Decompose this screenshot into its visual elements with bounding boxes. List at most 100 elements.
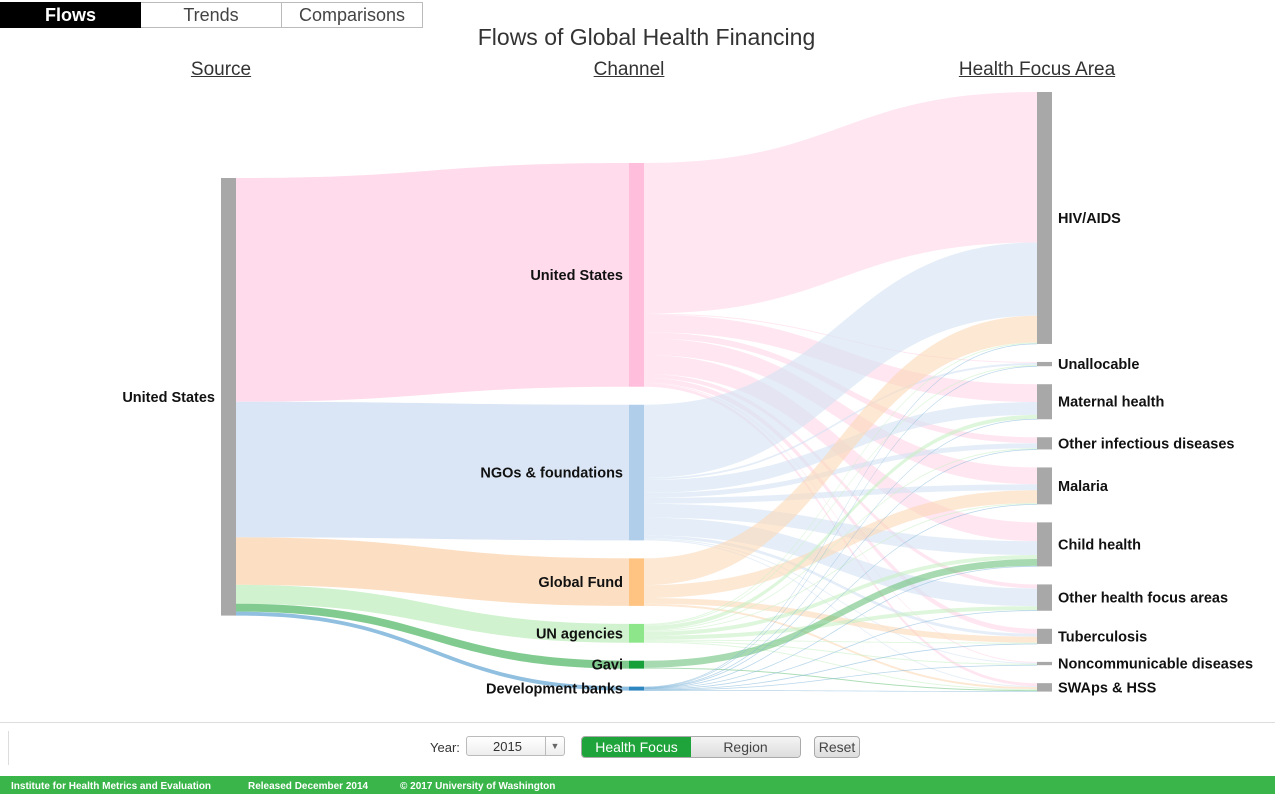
flow-link-un-agencies-to-tuberculosis <box>644 639 1037 644</box>
flow-link-gavi-to-child-health <box>644 558 1037 668</box>
flow-link-un-agencies-to-maternal-health <box>644 414 1037 630</box>
flow-nodes: United States United States NGOs & foundat… <box>122 92 1253 698</box>
flow-link-un-agencies-to-unallocable <box>644 364 1037 626</box>
footer-institute: Institute for Health Metrics and Evaluat… <box>11 781 212 792</box>
year-label: Year: <box>430 740 460 755</box>
view-tabs: Flows Trends Comparisons <box>0 2 423 28</box>
focus-label-noncommunicable-diseases: Noncommunicable diseases <box>1058 657 1253 673</box>
flow-link-global-fund-to-swaps-and-hss <box>644 603 1037 690</box>
flow-link-development-banks-to-noncommunicable-diseases <box>644 664 1037 691</box>
flow-link-united-states-to-united-states <box>236 163 629 402</box>
flow-link-global-fund-to-malaria <box>644 490 1037 598</box>
flow-link-ngos-and-foundations-to-noncommunicable-diseases <box>644 538 1037 664</box>
channel-node-united-states <box>629 163 644 387</box>
flow-link-united-states-to-other-health-focus-areas <box>644 373 1037 589</box>
divider <box>8 731 9 765</box>
channel-label-united-states: United States <box>530 268 623 284</box>
flow-link-united-states-to-malaria <box>644 338 1037 485</box>
source-column-header: Source <box>190 59 252 80</box>
chevron-down-icon: ▼ <box>545 737 564 755</box>
flow-link-development-banks-to-tuberculosis <box>644 643 1037 691</box>
year-value: 2015 <box>493 739 522 754</box>
channel-label-development-banks: Development banks <box>486 682 623 698</box>
source-label-united-states: United States <box>122 390 215 406</box>
channel-label-gavi: Gavi <box>592 658 623 674</box>
flow-link-united-states-to-global-fund <box>236 537 629 606</box>
health-focus-button[interactable]: Health Focus <box>582 737 691 757</box>
flow-link-development-banks-to-hiv-aids <box>644 343 1037 688</box>
tab-flows[interactable]: Flows <box>0 2 141 28</box>
focus-node-unallocable <box>1037 361 1052 367</box>
channel-label-global-fund: Global Fund <box>538 575 623 591</box>
flow-link-united-states-to-un-agencies <box>236 584 629 643</box>
flow-link-un-agencies-to-hiv-aids <box>644 342 1037 625</box>
focus-column-header: Health Focus Area <box>958 59 1116 80</box>
flow-link-ngos-and-foundations-to-hiv-aids <box>644 242 1037 478</box>
tab-comparisons[interactable]: Comparisons <box>282 2 423 28</box>
channel-node-ngos-and-foundations <box>629 404 644 541</box>
focus-label-other-infectious-diseases: Other infectious diseases <box>1058 436 1234 452</box>
flow-link-united-states-to-ngos-and-foundations <box>236 401 629 541</box>
flow-link-united-states-to-tuberculosis <box>644 377 1037 634</box>
flow-link-ngos-and-foundations-to-child-health <box>644 503 1037 556</box>
channel-node-development-banks <box>629 686 644 691</box>
flow-link-development-banks-to-unallocable <box>644 365 1037 688</box>
source-node-united-states <box>221 178 236 616</box>
focus-node-child-health <box>1037 522 1052 567</box>
sankey-chart: United States United States NGOs & foundat… <box>122 92 1253 698</box>
focus-node-tuberculosis <box>1037 628 1052 644</box>
flow-link-un-agencies-to-malaria <box>644 503 1037 632</box>
focus-label-swaps-and-hss: SWAps & HSS <box>1058 680 1157 696</box>
focus-label-maternal-health: Maternal health <box>1058 395 1164 411</box>
flow-link-ngos-and-foundations-to-malaria <box>644 484 1037 504</box>
flow-link-development-banks-to-other-infectious-diseases <box>644 449 1037 689</box>
flow-link-un-agencies-to-swaps-and-hss <box>644 641 1037 691</box>
flow-link-ngos-and-foundations-to-other-infectious-diseases <box>644 443 1037 498</box>
channel-node-gavi <box>629 660 644 669</box>
focus-label-child-health: Child health <box>1058 537 1141 553</box>
focus-label-malaria: Malaria <box>1058 479 1109 495</box>
flow-link-un-agencies-to-other-infectious-diseases <box>644 448 1037 631</box>
channel-column-header: Channel <box>593 59 665 80</box>
focus-label-tuberculosis: Tuberculosis <box>1058 629 1147 645</box>
flow-link-development-banks-to-swaps-and-hss <box>644 690 1037 692</box>
divider <box>0 722 1275 723</box>
footer: Institute for Health Metrics and Evaluat… <box>0 776 1275 794</box>
channel-label-un-agencies: UN agencies <box>536 626 623 642</box>
reset-button[interactable]: Reset <box>814 736 860 758</box>
flow-link-ngos-and-foundations-to-unallocable <box>644 362 1037 480</box>
flow-link-global-fund-to-hiv-aids <box>644 315 1037 586</box>
flow-link-ngos-and-foundations-to-tuberculosis <box>644 535 1037 637</box>
flow-link-un-agencies-to-noncommunicable-diseases <box>644 640 1037 665</box>
channel-node-un-agencies <box>629 623 644 643</box>
flow-links <box>236 92 1037 692</box>
focus-node-other-infectious-diseases <box>1037 437 1052 450</box>
year-select[interactable]: 2015 ▼ <box>466 736 565 756</box>
focus-node-hiv-aids <box>1037 92 1052 344</box>
flow-link-united-states-to-development-banks <box>236 611 629 691</box>
focus-node-noncommunicable-diseases <box>1037 661 1052 666</box>
tab-trends[interactable]: Trends <box>141 2 282 28</box>
flow-link-united-states-to-hiv-aids <box>644 92 1037 314</box>
flow-link-development-banks-to-maternal-health <box>644 418 1037 689</box>
focus-node-malaria <box>1037 467 1052 505</box>
flow-link-development-banks-to-child-health <box>644 565 1037 690</box>
focus-node-other-health-focus-areas <box>1037 584 1052 611</box>
flow-link-united-states-to-gavi <box>236 603 629 669</box>
chart-title: Flows of Global Health Financing <box>477 24 816 50</box>
flow-link-global-fund-to-tuberculosis <box>644 597 1037 643</box>
focus-node-swaps-and-hss <box>1037 683 1052 692</box>
focus-label-hiv-aids: HIV/AIDS <box>1058 211 1121 227</box>
view-toggle: Health Focus Region <box>581 736 801 758</box>
focus-label-unallocable: Unallocable <box>1058 357 1139 373</box>
flow-link-un-agencies-to-other-health-focus-areas <box>644 606 1037 640</box>
footer-released: Released December 2014 <box>248 781 369 792</box>
flow-link-un-agencies-to-child-health <box>644 555 1037 636</box>
footer-copyright: © 2017 University of Washington <box>400 781 556 792</box>
flow-link-development-banks-to-malaria <box>644 504 1037 689</box>
focus-node-maternal-health <box>1037 384 1052 420</box>
region-button[interactable]: Region <box>691 737 800 757</box>
channel-label-ngos-and-foundations: NGOs & foundations <box>480 466 623 482</box>
flow-link-development-banks-to-other-health-focus-areas <box>644 610 1037 690</box>
channel-node-global-fund <box>629 558 644 606</box>
